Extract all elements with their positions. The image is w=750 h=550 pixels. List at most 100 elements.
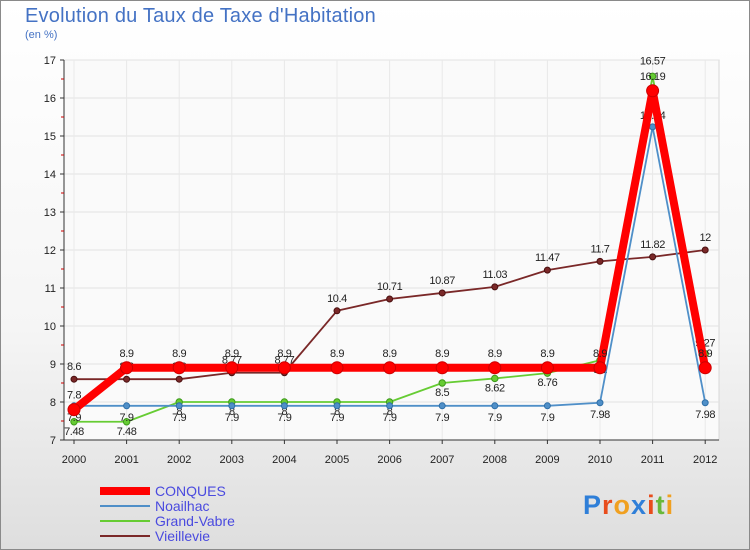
data-label-conques: 8.9 [593, 348, 607, 360]
series-vieillevie: 8.68.68.68.778.7710.410.7110.8711.0311.4… [67, 232, 712, 383]
y-tick-label: 7 [50, 435, 56, 447]
data-point-vieillevie [123, 375, 131, 383]
data-label-grand-vabre: 8 [334, 406, 340, 418]
data-point-conques [698, 361, 712, 375]
data-label-grand-vabre: 8.62 [485, 382, 505, 394]
legend-label-vieillevie: Vieillevie [155, 528, 210, 544]
data-point-conques [330, 361, 344, 375]
data-point-conques [120, 361, 134, 375]
data-label-grand-vabre: 16.57 [640, 55, 666, 67]
data-point-grand-vabre [70, 418, 78, 426]
data-label-noailhac: 7.9 [383, 412, 397, 424]
y-tick-label: 13 [44, 207, 56, 219]
legend-label-grand-vabre: Grand-Vabre [155, 513, 235, 529]
data-label-noailhac: 7.98 [695, 409, 715, 421]
data-label-vieillevie: 11.82 [640, 239, 665, 251]
data-point-grand-vabre [438, 379, 446, 387]
x-tick-label: 2004 [272, 454, 296, 466]
data-point-noailhac [543, 402, 551, 410]
data-label-noailhac: 7.9 [330, 412, 344, 424]
y-tick-label: 8 [50, 397, 56, 409]
series-conques: 7.8 8.9 8.9 8.9 8.9 8.9 8.9 8.9 8.9 8.9 8.9 16.19 8.… [67, 71, 713, 417]
data-label-conques: 8.9 [120, 348, 134, 360]
data-label-vieillevie: 11.47 [535, 252, 560, 264]
data-label-vieillevie: 10.71 [377, 281, 403, 293]
data-point-conques [172, 361, 186, 375]
proxiti-logo: Proxiti [583, 490, 674, 521]
data-label-noailhac: 7.9 [120, 412, 134, 424]
y-tick-label: 12 [44, 245, 56, 257]
data-point-vieillevie [596, 257, 604, 265]
data-label-conques: 8.9 [383, 348, 397, 360]
y-tick-label: 14 [44, 169, 56, 181]
data-point-noailhac [596, 399, 604, 407]
x-tick-label: 2012 [693, 454, 717, 466]
data-point-vieillevie [701, 246, 709, 254]
data-label-grand-vabre: 8 [176, 406, 182, 418]
data-label-vieillevie: 11.7 [591, 243, 610, 255]
data-label-grand-vabre: 8 [387, 406, 393, 418]
data-label-noailhac: 7.9 [488, 412, 502, 424]
y-tick-label: 11 [45, 283, 56, 295]
data-point-vieillevie [386, 295, 394, 303]
data-point-conques [67, 403, 81, 417]
data-point-noailhac [175, 402, 183, 410]
x-tick-label: 2005 [325, 454, 349, 466]
data-point-noailhac [280, 402, 288, 410]
data-point-conques [540, 361, 554, 375]
data-label-noailhac: 7.9 [540, 412, 554, 424]
data-label-conques: 8.9 [277, 348, 291, 360]
data-label-grand-vabre: 8.76 [537, 377, 557, 389]
x-tick-label: 2010 [588, 454, 612, 466]
logo-letter: t [655, 490, 666, 520]
data-label-vieillevie: 11.03 [482, 269, 507, 281]
data-point-vieillevie [491, 283, 499, 291]
data-point-conques [435, 361, 449, 375]
data-label-noailhac: 7.9 [225, 412, 239, 424]
data-point-conques [646, 84, 660, 98]
x-tick-label: 2009 [535, 454, 559, 466]
logo-letter: o [613, 490, 632, 520]
data-point-grand-vabre [648, 72, 657, 81]
data-point-vieillevie [438, 289, 446, 297]
data-point-noailhac [123, 402, 131, 410]
data-label-noailhac: 7.98 [590, 409, 610, 421]
x-tick-label: 2011 [641, 454, 665, 466]
y-tick-label: 15 [44, 131, 56, 143]
x-tick-label: 2007 [430, 454, 454, 466]
data-label-noailhac: 7.9 [172, 412, 186, 424]
logo-letter: i [665, 490, 675, 520]
x-tick-label: 2003 [220, 454, 244, 466]
y-tick-label: 9 [50, 359, 56, 371]
data-label-conques: 8.9 [435, 348, 449, 360]
y-tick-label: 17 [44, 55, 56, 67]
y-tick-label: 16 [44, 93, 56, 105]
data-label-conques: 8.9 [488, 348, 502, 360]
data-label-conques: 8.9 [330, 348, 344, 360]
data-label-vieillevie: 8.6 [67, 361, 81, 373]
data-point-conques [488, 361, 502, 375]
x-tick-label: 2002 [167, 454, 191, 466]
data-label-vieillevie: 10.4 [327, 293, 347, 305]
data-point-noailhac [701, 399, 709, 407]
data-point-conques [383, 361, 397, 375]
data-point-noailhac [333, 402, 341, 410]
x-tick-label: 2000 [62, 454, 86, 466]
data-label-noailhac: 7.9 [277, 412, 291, 424]
legend-label-noailhac: Noailhac [155, 498, 209, 514]
data-label-vieillevie: 12 [699, 232, 711, 244]
logo-letter: P [583, 490, 603, 520]
logo-letter: r [602, 490, 614, 520]
data-point-grand-vabre [122, 418, 131, 426]
data-point-vieillevie [543, 266, 551, 274]
logo-letter: x [631, 490, 648, 520]
data-label-grand-vabre: 8.5 [435, 387, 449, 399]
data-point-vieillevie [175, 375, 183, 383]
legend-label-conques: CONQUES [155, 483, 226, 499]
data-point-noailhac [491, 402, 499, 410]
data-label-conques: 8.9 [698, 348, 712, 360]
data-label-vieillevie: 10.87 [429, 275, 455, 287]
data-label-grand-vabre: 8 [282, 406, 288, 418]
